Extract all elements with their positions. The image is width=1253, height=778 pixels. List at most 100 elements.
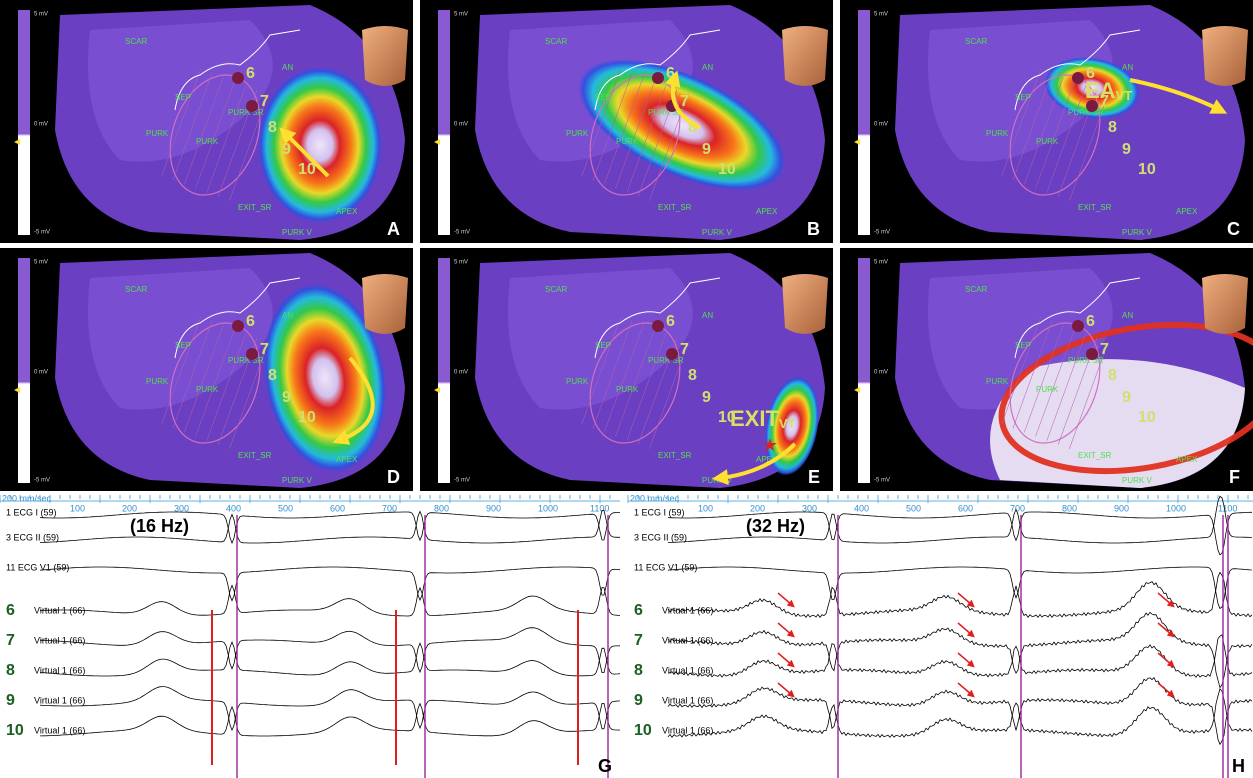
activation-front (1044, 57, 1140, 119)
site-dot (652, 72, 664, 84)
outline (1014, 29, 1141, 111)
annotation-main: EA (1085, 78, 1116, 103)
torso (362, 26, 408, 86)
site-dot (1072, 72, 1084, 84)
map-label: SCAR (965, 285, 987, 294)
ruler-label: 500 (278, 503, 293, 513)
map-label: SEP (595, 341, 611, 350)
ruler-label: 600 (330, 503, 345, 513)
map-label: EXIT_SR (658, 203, 692, 212)
scale-label: 0 mV (34, 370, 48, 376)
channel-label: 11 ECG V1 (59) (634, 562, 697, 572)
map-label: PURK SR (228, 356, 264, 365)
trace (667, 687, 1253, 738)
scale-label: -5 mV (454, 230, 470, 236)
map-label: PURK V (1122, 476, 1152, 485)
site-number: 7 (1100, 341, 1109, 358)
propagation-arrow (1129, 78, 1228, 114)
trace (667, 511, 1252, 556)
channel-label: 1 ECG I (59) (634, 507, 685, 517)
trace (39, 584, 621, 617)
voltage-scale (18, 10, 30, 235)
trace (39, 627, 621, 674)
trace (39, 510, 620, 544)
channel-site: 9 (634, 692, 643, 709)
torso (782, 26, 828, 86)
voltage-scale (438, 10, 450, 235)
site-number: 6 (1086, 313, 1095, 330)
red-arrow (1157, 652, 1175, 668)
ruler-label: 700 (382, 503, 397, 513)
panel-letter: E (808, 467, 820, 487)
map-label: AN (1122, 63, 1133, 72)
map-label: SEP (1015, 341, 1031, 350)
channel-label: 11 ECG V1 (59) (6, 562, 69, 572)
outline (594, 277, 721, 359)
site-number: 10 (718, 409, 736, 426)
ruler-label: 900 (486, 503, 501, 513)
ruler-label: 1000 (1166, 503, 1186, 513)
filter-label: (16 Hz) (130, 516, 189, 536)
map-panel: 5 mV 0 mV -5 mV SCAR AN SEP PURK SR PURK PURK EXI… (420, 0, 833, 243)
map-label: APEX (756, 207, 778, 216)
annotation: EXITVT (730, 406, 796, 432)
map-label: APEX (756, 455, 778, 464)
site-number: 9 (702, 141, 711, 158)
channel-label: Virtual 1 (66) (662, 605, 713, 615)
ruler-label: 900 (1114, 503, 1129, 513)
channel-label: Virtual 1 (66) (34, 725, 85, 735)
mesh-line (1012, 321, 1053, 429)
map-label: SCAR (545, 285, 567, 294)
scale-label: 5 mV (454, 260, 468, 266)
marker (14, 139, 20, 145)
map-label: EXIT_SR (1078, 451, 1112, 460)
outline (174, 29, 301, 111)
activation-front (764, 376, 820, 476)
map-label: SCAR (125, 285, 147, 294)
trace (39, 511, 621, 545)
torso (1202, 26, 1248, 86)
mesh-line (1069, 93, 1109, 201)
site-number: 10 (718, 161, 736, 178)
ruler-label: 400 (854, 503, 869, 513)
map-label: PURK (616, 385, 639, 394)
map-label: PURK (1036, 385, 1059, 394)
panel-letter: H (1232, 756, 1245, 776)
red-arrow (957, 652, 975, 668)
mesh-line (206, 333, 247, 441)
ruler-label: 600 (958, 503, 973, 513)
paper-speed: 200 mm/sec (2, 493, 52, 503)
ruler-label: 1100 (1218, 503, 1237, 513)
scale-label: 5 mV (874, 260, 888, 266)
red-arrow (957, 592, 975, 608)
panel-letter: B (807, 219, 820, 239)
mesh-line (172, 73, 213, 181)
map-label: AN (282, 63, 293, 72)
map-label: PURK (986, 129, 1009, 138)
ruler-label: 800 (1062, 503, 1077, 513)
trace (667, 677, 1253, 746)
ventricle-shade (88, 20, 273, 162)
map-label: PURK (986, 377, 1009, 386)
marker (434, 387, 440, 393)
channel-site: 9 (6, 692, 15, 709)
site-number: 8 (268, 119, 277, 136)
trace (39, 566, 621, 602)
site-number: 8 (688, 367, 697, 384)
map-label: PURK (146, 129, 169, 138)
site-number: 9 (1122, 141, 1131, 158)
channel-site: 8 (6, 662, 15, 679)
mesh-line (1046, 85, 1087, 193)
mesh-line (229, 341, 269, 449)
site-number: 8 (1108, 119, 1117, 136)
red-arrow (777, 682, 795, 698)
outline (594, 29, 721, 111)
scale-label: -5 mV (454, 478, 470, 484)
site-dot (246, 100, 258, 112)
trace (667, 611, 1253, 689)
map-label: PURK SR (228, 108, 264, 117)
mesh-line (161, 69, 201, 177)
site-number: 10 (1138, 409, 1156, 426)
mesh-line (615, 329, 655, 437)
map-label: SCAR (545, 37, 567, 46)
